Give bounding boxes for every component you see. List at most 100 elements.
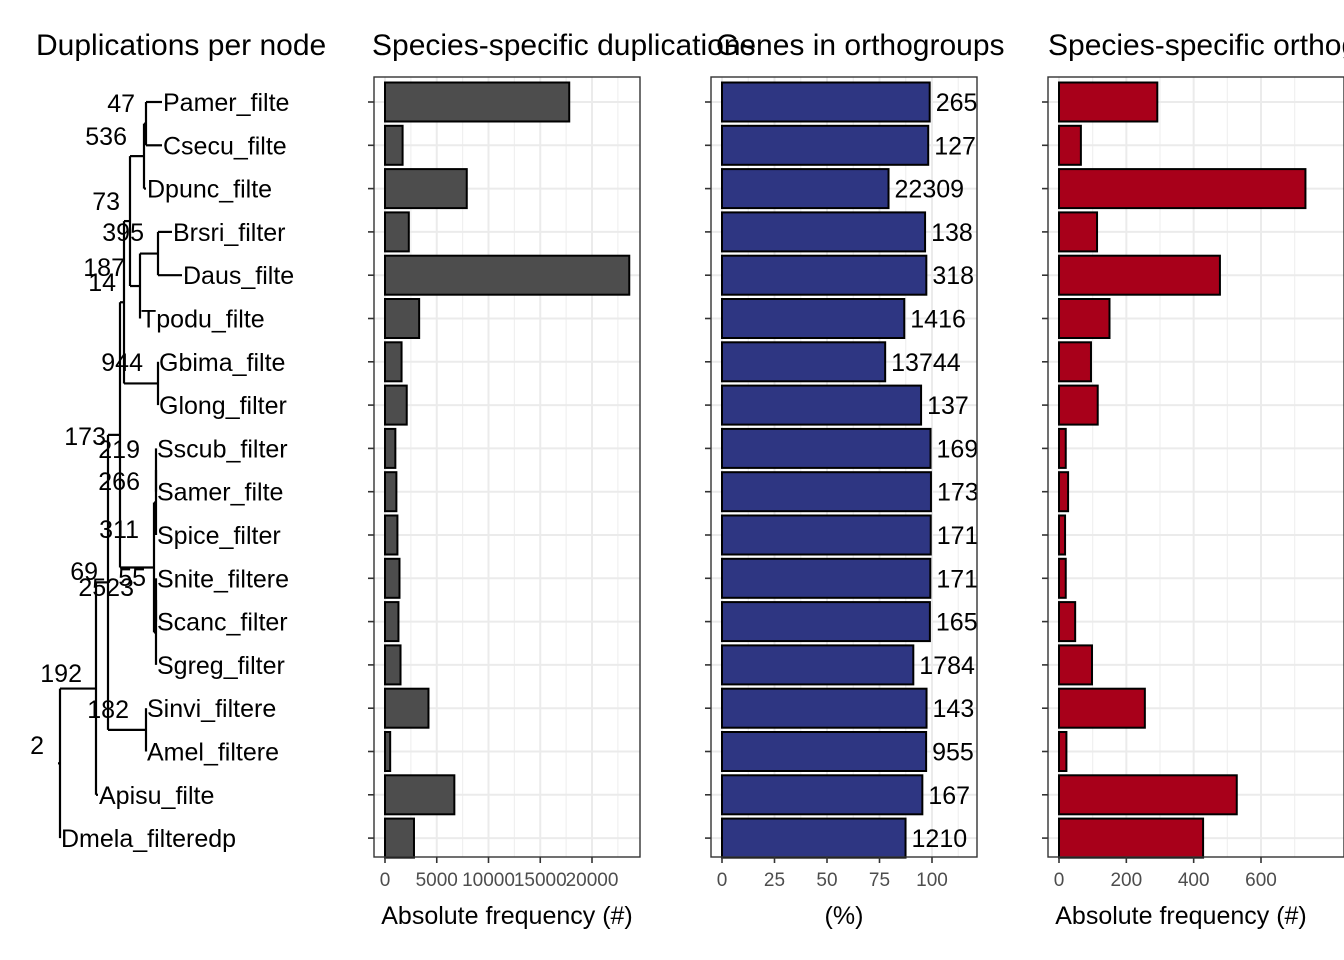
x-tick-label: 5000 — [416, 870, 458, 891]
tree-tip-label: Spice_filter — [157, 522, 281, 550]
bar-value-label: 127 — [934, 132, 976, 160]
bar — [384, 644, 402, 686]
y-ticks — [705, 101, 711, 839]
tree-tip-label: Gbima_filte — [159, 349, 285, 377]
x-axis-title: Absolute frequency (#) — [381, 902, 633, 930]
bar-value-label: 167 — [928, 782, 970, 810]
bar-value-label: 165 — [936, 609, 978, 637]
bar — [384, 601, 400, 643]
bar-value-label: 13744 — [891, 349, 961, 377]
tree-tip-label: Dpunc_filte — [147, 176, 272, 204]
tree-branches — [58, 100, 182, 839]
panel-genes-in-orthogroups: Genes in orthogroups 265 127 22309 138 318 14… — [705, 29, 1005, 930]
bar — [1058, 81, 1159, 123]
tree-node-label: 2523 — [78, 574, 134, 602]
bar — [721, 601, 931, 643]
bar-value-label: 1784 — [919, 652, 975, 680]
panel-title-species-specific-orthogroups: Species-specific orthogroups — [1048, 29, 1344, 62]
x-axis: 0 25 50 75 100 — [717, 857, 948, 891]
y-ticks — [1042, 101, 1048, 839]
bar-value-label: 22309 — [895, 176, 965, 204]
bar — [384, 731, 392, 772]
x-tick-label: 10000 — [462, 870, 515, 891]
bar-value-label: 171 — [936, 565, 978, 593]
bar — [721, 211, 927, 253]
x-tick-label: 0 — [717, 870, 728, 891]
bar — [384, 384, 408, 426]
bar — [1058, 774, 1238, 816]
bar-value-label: 138 — [931, 219, 973, 247]
tree-tip-label: Snite_filtere — [157, 565, 289, 593]
bar — [1058, 601, 1077, 643]
panel-border — [710, 76, 978, 858]
tree-node-label: 266 — [98, 468, 140, 496]
tree-node-label: 173 — [64, 423, 106, 451]
tree-node-label: 219 — [98, 436, 140, 464]
bar — [384, 81, 571, 123]
bar — [721, 427, 932, 469]
tree-tip-label: Samer_filte — [157, 479, 283, 507]
x-tick-label: 20000 — [566, 870, 619, 891]
bar — [1058, 211, 1099, 253]
tree-tip-label: Dmela_filteredp — [61, 825, 236, 853]
x-axis-title: (%) — [825, 902, 864, 930]
bar — [384, 341, 403, 383]
x-tick-label: 0 — [1054, 870, 1065, 891]
bar — [721, 168, 890, 210]
bar — [1058, 514, 1067, 556]
bar-value-label: 171 — [937, 522, 979, 550]
bar — [721, 384, 923, 426]
bars — [1058, 81, 1307, 859]
tree-tip-label: Amel_filtere — [147, 739, 279, 767]
bar — [721, 731, 928, 772]
tree-node-label: 192 — [40, 660, 82, 688]
y-ticks — [368, 101, 374, 839]
bar — [1058, 124, 1082, 166]
x-tick-label: 25 — [764, 870, 785, 891]
bar — [721, 471, 932, 513]
bar-value-label: 318 — [932, 262, 974, 290]
tree-node-label: 47 — [107, 90, 135, 118]
bar-value-label: 265 — [936, 89, 978, 117]
tree-tip-label: Sinvi_filtere — [147, 695, 276, 723]
tree-node-label: 187 — [83, 254, 125, 282]
panel-title-genes-in-orthogroups: Genes in orthogroups — [716, 29, 1005, 62]
tree-node-label: 311 — [99, 516, 139, 544]
bar — [721, 124, 930, 166]
panel-species-specific-duplications: Species-specific duplications 0 5000 10000… — [368, 29, 756, 930]
bar — [384, 471, 398, 513]
bar — [384, 124, 404, 166]
tree-node-label: 73 — [92, 188, 120, 216]
bar — [1058, 254, 1221, 296]
tree-node-label: 182 — [87, 696, 129, 724]
x-tick-label: 100 — [916, 870, 948, 891]
bar — [384, 687, 430, 729]
bar-value-label: 1416 — [910, 306, 966, 334]
bar — [384, 211, 410, 253]
bar-value-label: 173 — [937, 479, 979, 507]
tree-title: Duplications per node — [36, 29, 326, 62]
bar-value-label: 955 — [932, 739, 974, 767]
bar — [384, 168, 468, 210]
bar — [721, 774, 924, 816]
x-axis-title: Absolute frequency (#) — [1055, 902, 1307, 930]
tree-tip-label: Brsri_filter — [173, 219, 286, 247]
bar — [721, 298, 906, 339]
tree-tip-label: Apisu_filte — [99, 782, 214, 810]
bars — [384, 81, 631, 859]
bar — [384, 514, 399, 556]
tree-node-label: 395 — [102, 219, 144, 247]
bar — [384, 254, 631, 296]
bar-value-label: 137 — [927, 392, 969, 420]
bar — [721, 81, 931, 123]
tree-node-label: 69 — [70, 558, 98, 586]
bar — [1058, 471, 1070, 513]
bar-value-label: 169 — [937, 435, 979, 463]
bar — [384, 774, 456, 816]
bar — [1058, 384, 1099, 426]
x-tick-label: 200 — [1110, 870, 1142, 891]
bar — [1058, 687, 1146, 729]
